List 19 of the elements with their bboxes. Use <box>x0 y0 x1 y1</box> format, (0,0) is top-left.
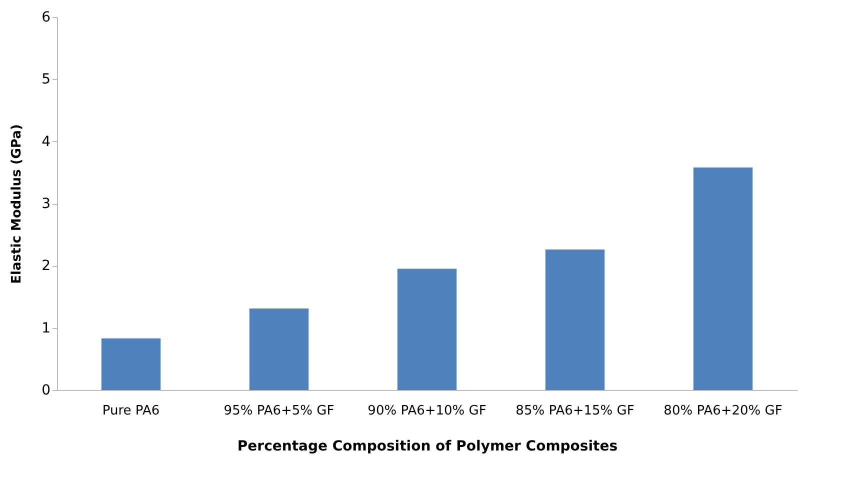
x-tick-label: 90% PA6+10% GF <box>368 404 486 418</box>
y-tick-label: 3 <box>42 196 50 212</box>
bar <box>249 308 309 390</box>
bar <box>693 167 753 390</box>
x-tick-label: 85% PA6+15% GF <box>516 404 634 418</box>
bar <box>545 250 605 390</box>
y-tick-label: 2 <box>42 258 50 274</box>
y-tick-label: 1 <box>42 320 50 336</box>
y-tick-label: 6 <box>42 10 51 26</box>
bar <box>101 338 161 390</box>
bar <box>397 268 457 390</box>
y-tick-label: 5 <box>42 72 50 88</box>
y-axis-title: Elastic Modulus (GPa) <box>10 124 25 284</box>
y-tick-label: 4 <box>42 134 51 150</box>
x-tick-label: Pure PA6 <box>102 404 160 418</box>
x-tick-label: 95% PA6+5% GF <box>224 404 334 418</box>
y-tick-label: 0 <box>42 382 50 398</box>
x-axis-title: Percentage Composition of Polymer Composites <box>237 438 618 454</box>
x-tick-label: 80% PA6+20% GF <box>664 404 782 418</box>
